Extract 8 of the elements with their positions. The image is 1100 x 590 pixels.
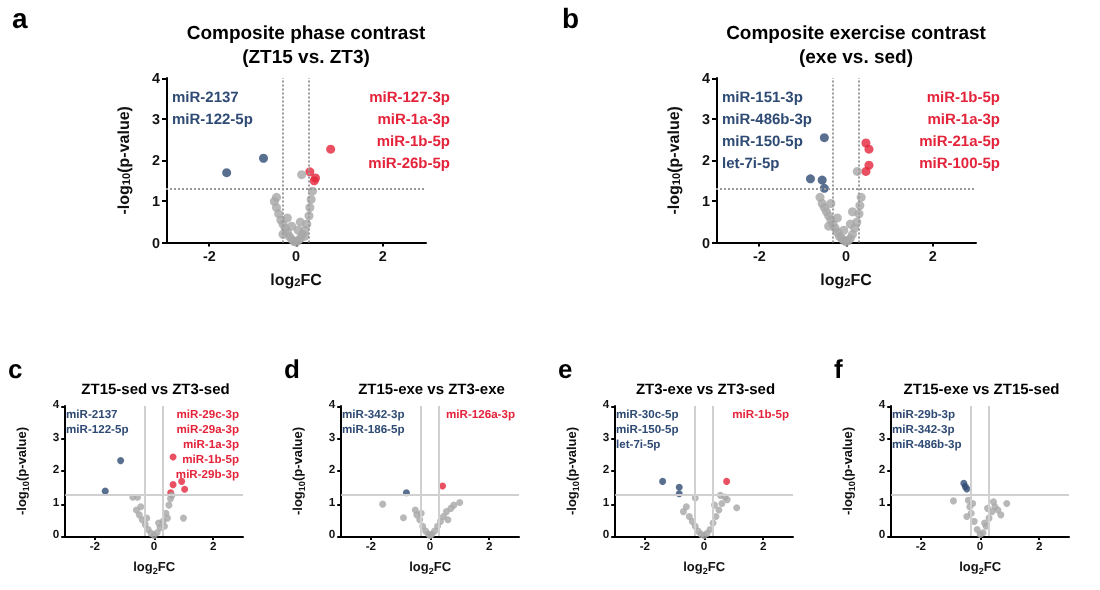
text: a — [12, 2, 28, 34]
text: d — [283, 354, 299, 384]
chart-title: Composite phase contrast (ZT15 vs. ZT3) — [186, 23, 427, 69]
text: b — [562, 2, 580, 34]
text: e — [558, 354, 573, 384]
text: c — [8, 354, 23, 384]
chart-title: Composite exercise contrast (exe vs. sed) — [726, 23, 988, 69]
text: f — [833, 354, 843, 384]
